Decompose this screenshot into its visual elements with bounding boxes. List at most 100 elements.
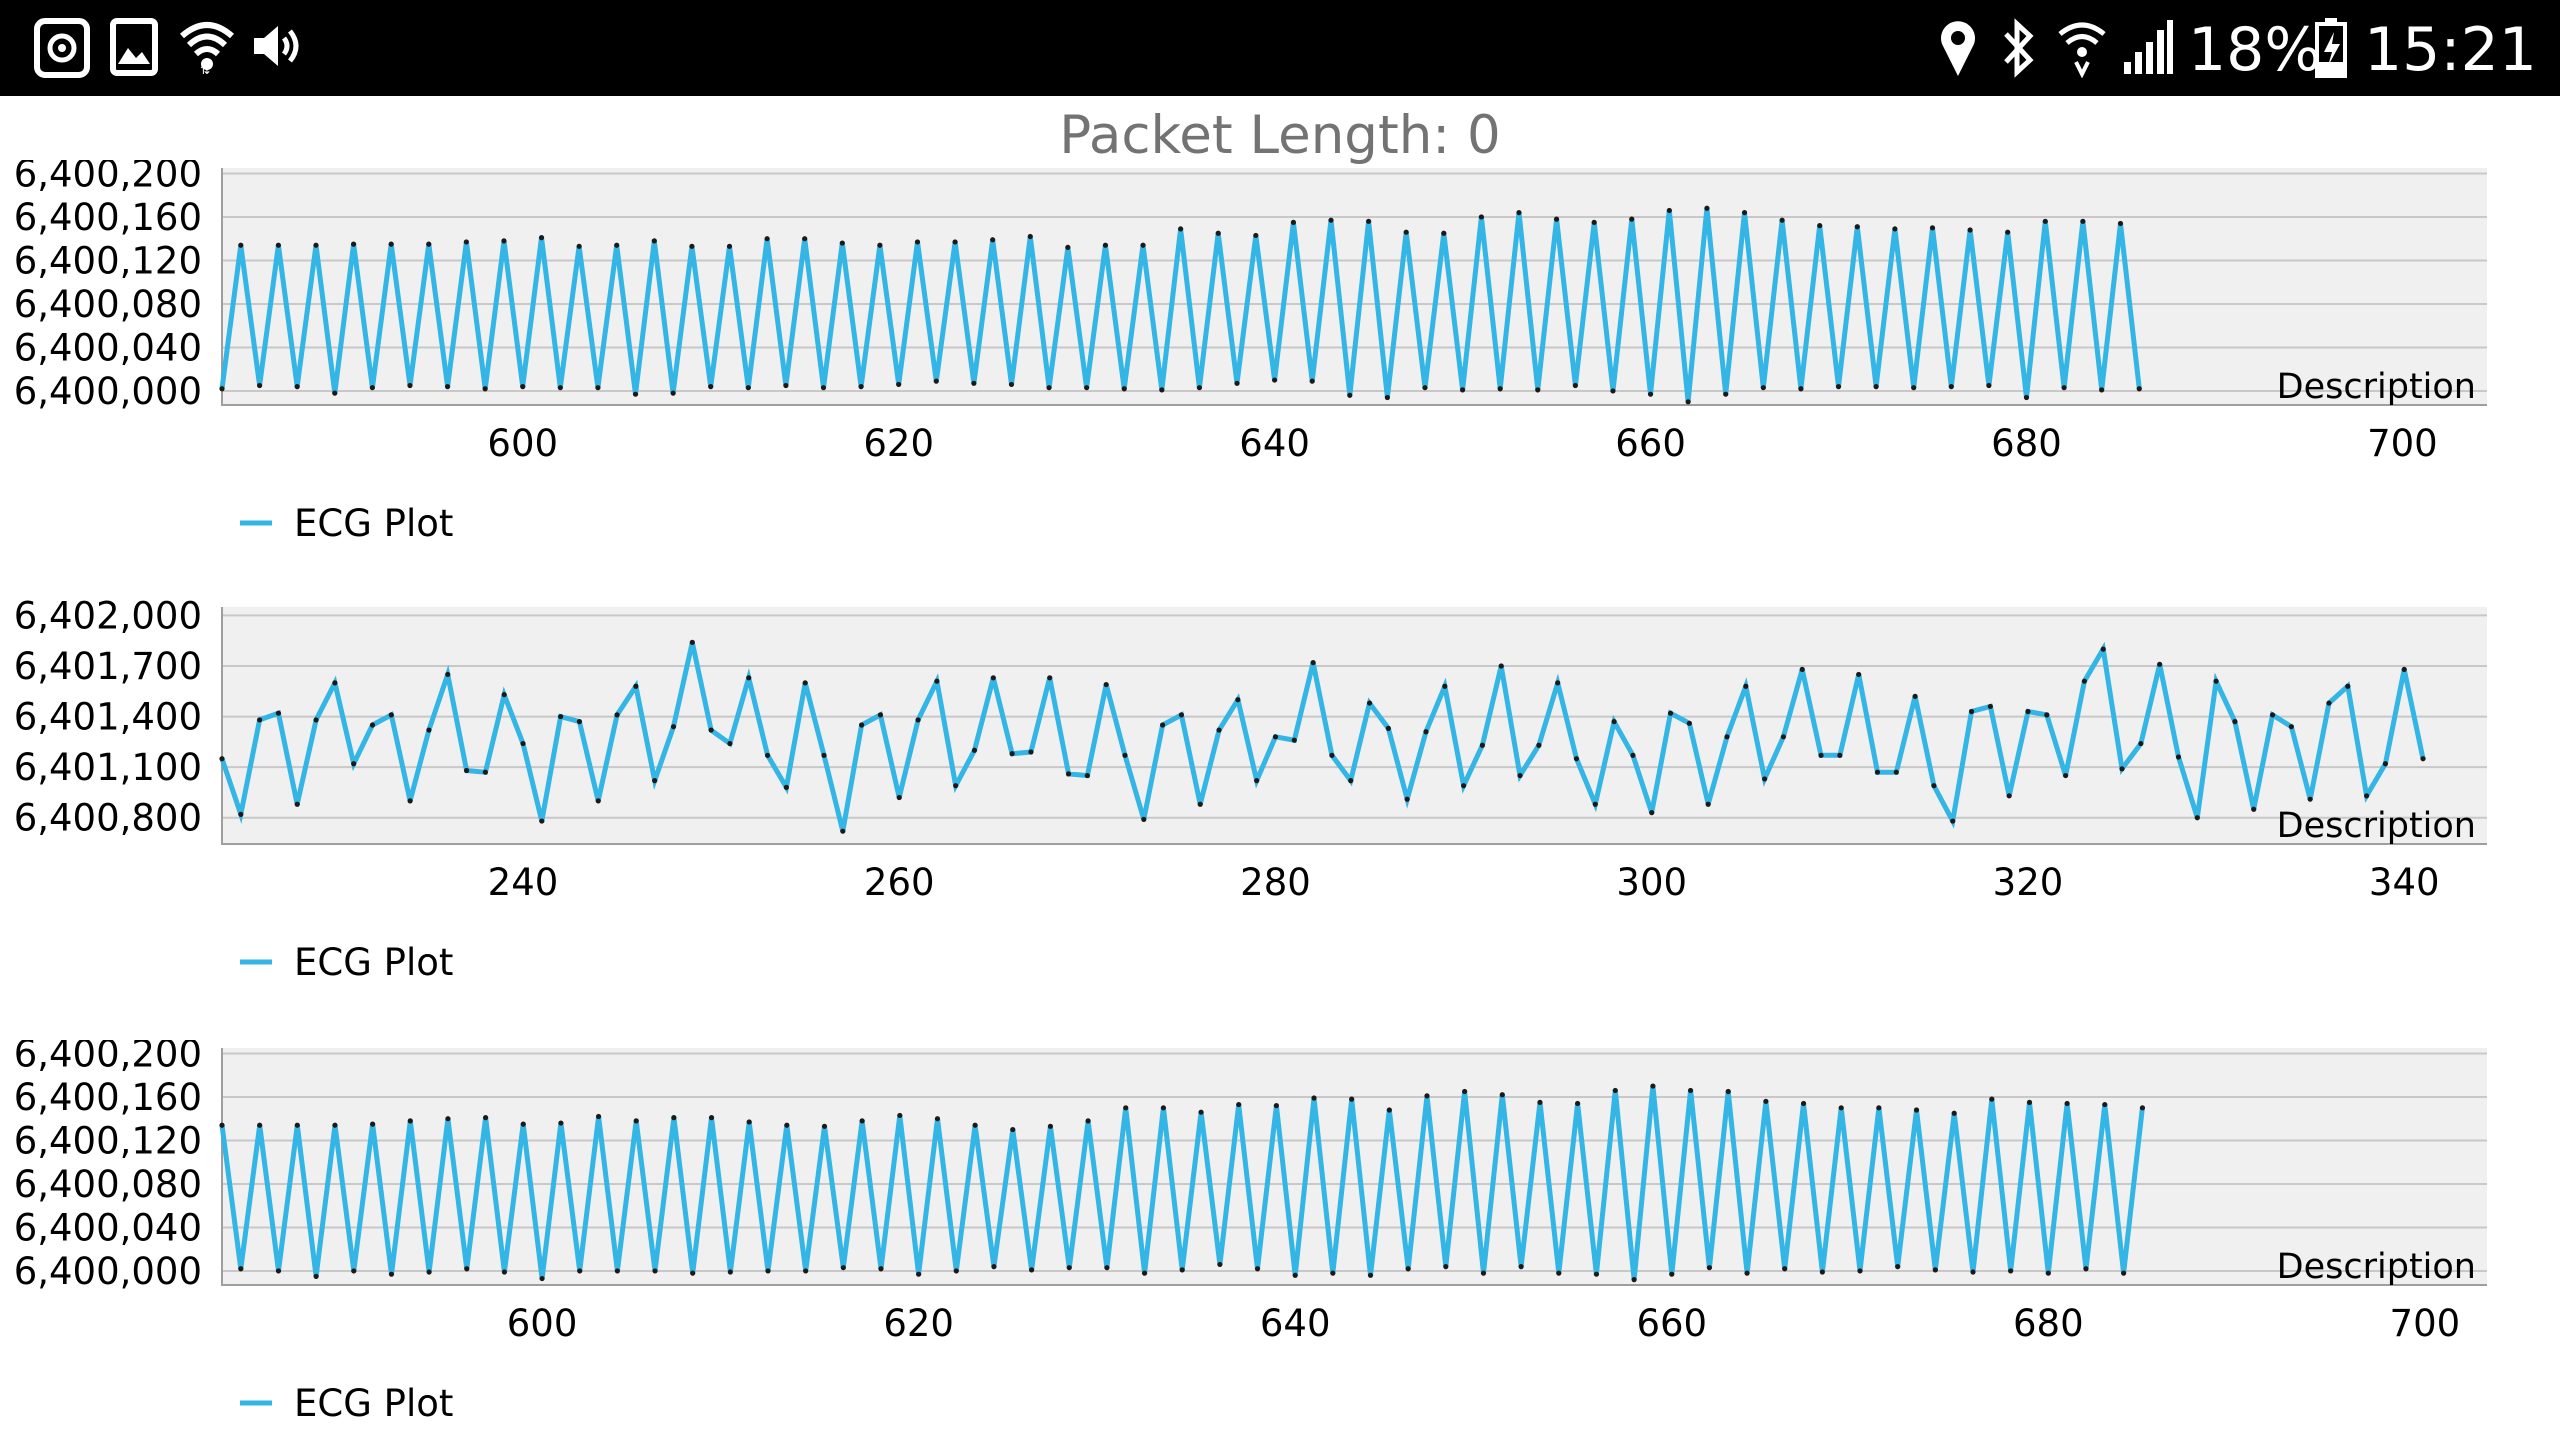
data-point bbox=[1384, 394, 1390, 401]
x-tick-label: 300 bbox=[1616, 861, 1687, 904]
y-tick-label: 6,401,700 bbox=[14, 645, 202, 688]
data-point bbox=[294, 1122, 300, 1128]
data-point bbox=[332, 680, 338, 686]
data-point bbox=[1141, 1270, 1148, 1276]
plot-area bbox=[222, 607, 2487, 843]
data-point bbox=[1553, 216, 1560, 222]
data-point bbox=[463, 239, 469, 245]
data-point bbox=[971, 380, 977, 386]
chart-svg: 6,400,0006,400,0406,400,0806,400,1206,40… bbox=[14, 160, 2487, 545]
data-point bbox=[577, 1268, 583, 1274]
data-point bbox=[1235, 697, 1241, 703]
data-point bbox=[1592, 801, 1598, 807]
data-point bbox=[1065, 244, 1071, 250]
x-tick-label: 600 bbox=[507, 1302, 578, 1345]
data-point bbox=[426, 1269, 432, 1275]
data-point bbox=[1196, 385, 1203, 391]
data-point bbox=[2100, 646, 2106, 652]
data-point bbox=[1424, 1093, 1430, 1099]
data-point bbox=[1349, 1096, 1355, 1102]
y-tick-label: 6,400,000 bbox=[14, 1250, 202, 1293]
data-point bbox=[916, 1271, 922, 1277]
data-point bbox=[1462, 1088, 1468, 1095]
data-point bbox=[633, 683, 639, 689]
data-point bbox=[2364, 793, 2370, 799]
data-point bbox=[746, 1119, 752, 1125]
data-point bbox=[633, 1118, 639, 1124]
data-point bbox=[1987, 703, 1993, 710]
data-point bbox=[614, 1268, 620, 1274]
data-point bbox=[689, 639, 695, 645]
data-point bbox=[1443, 1263, 1449, 1270]
x-tick-label: 280 bbox=[1240, 861, 1311, 904]
data-point bbox=[275, 710, 282, 716]
data-point bbox=[840, 1265, 846, 1271]
x-tick-label: 600 bbox=[487, 422, 558, 465]
data-point bbox=[933, 378, 939, 384]
data-point bbox=[632, 391, 639, 397]
data-point bbox=[1704, 205, 1710, 211]
data-point bbox=[1647, 391, 1654, 397]
data-point bbox=[2157, 661, 2163, 667]
data-point bbox=[1838, 1105, 1844, 1111]
data-point bbox=[238, 242, 244, 248]
data-point bbox=[1140, 242, 1146, 248]
data-point bbox=[426, 727, 432, 733]
data-point bbox=[1743, 683, 1749, 689]
data-point bbox=[557, 385, 563, 391]
data-point bbox=[388, 241, 394, 247]
y-tick-label: 6,400,120 bbox=[14, 1119, 202, 1162]
data-point bbox=[820, 385, 827, 391]
data-point bbox=[821, 752, 827, 758]
data-point bbox=[369, 385, 375, 391]
data-point bbox=[614, 242, 620, 248]
data-point bbox=[1669, 1271, 1675, 1277]
data-point bbox=[690, 1270, 696, 1276]
data-point bbox=[1405, 1266, 1411, 1272]
data-point bbox=[1967, 227, 1973, 233]
data-point bbox=[1725, 1088, 1731, 1095]
data-point bbox=[332, 1122, 338, 1128]
data-point bbox=[896, 381, 902, 388]
data-point bbox=[689, 243, 695, 249]
data-point bbox=[1027, 233, 1033, 240]
data-point bbox=[1873, 383, 1879, 390]
data-point bbox=[651, 238, 657, 244]
ecg-chart-3: 6,400,000 6,400,040 6,400,080 6,400,120 6,40… bbox=[0, 1040, 2560, 1440]
data-point bbox=[1441, 230, 1447, 236]
data-point bbox=[1612, 1087, 1618, 1094]
data-point bbox=[839, 240, 845, 246]
data-point bbox=[351, 1268, 357, 1274]
data-point bbox=[388, 1271, 395, 1277]
data-point bbox=[1066, 1265, 1072, 1271]
data-point bbox=[1970, 1269, 1976, 1275]
data-point bbox=[2099, 387, 2105, 393]
data-point bbox=[464, 1266, 470, 1272]
y-tick-label: 6,400,080 bbox=[14, 1163, 202, 1206]
data-point bbox=[1741, 209, 1748, 216]
data-point bbox=[595, 385, 601, 391]
data-point bbox=[952, 239, 958, 245]
x-tick-label: 320 bbox=[1993, 861, 2064, 904]
data-point bbox=[482, 386, 488, 392]
data-point bbox=[2288, 724, 2294, 730]
data-point bbox=[351, 761, 357, 767]
x-tick-label: 640 bbox=[1260, 1302, 1331, 1345]
data-point bbox=[1480, 1270, 1487, 1276]
signal-icon bbox=[2124, 20, 2173, 74]
data-point bbox=[652, 1268, 658, 1274]
data-point bbox=[764, 752, 771, 758]
data-point bbox=[1630, 752, 1636, 758]
data-point bbox=[539, 818, 545, 824]
data-point bbox=[1779, 217, 1785, 223]
data-point bbox=[369, 722, 376, 728]
data-point bbox=[257, 1122, 263, 1128]
data-point bbox=[1911, 385, 1917, 391]
data-point bbox=[1178, 712, 1185, 718]
x-tick-label: 620 bbox=[863, 422, 934, 465]
data-point bbox=[1780, 734, 1787, 740]
data-point bbox=[1160, 1105, 1166, 1111]
volume-icon bbox=[254, 26, 299, 66]
data-point bbox=[1478, 214, 1484, 220]
data-point bbox=[445, 1116, 451, 1122]
